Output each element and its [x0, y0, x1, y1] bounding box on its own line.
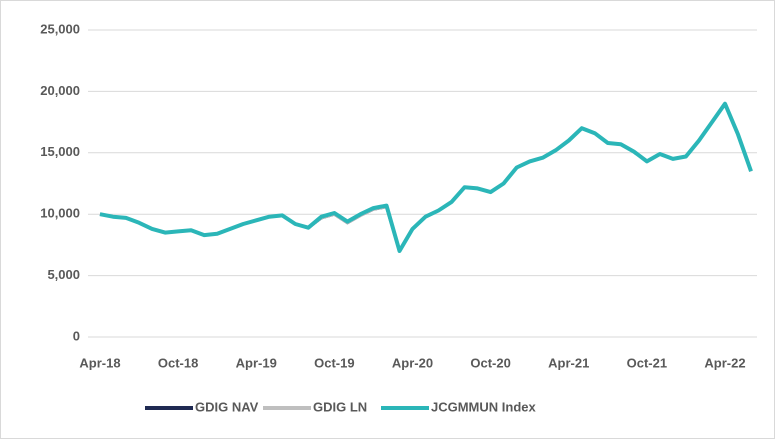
x-tick-label: Apr-21: [548, 355, 589, 370]
y-tick-label: 5,000: [47, 267, 80, 282]
legend-label: GDIG NAV: [195, 399, 259, 414]
y-tick-label: 15,000: [40, 144, 80, 159]
y-tick-label: 10,000: [40, 206, 80, 221]
x-tick-label: Apr-19: [236, 355, 277, 370]
x-tick-label: Oct-21: [627, 355, 667, 370]
x-tick-label: Apr-22: [704, 355, 745, 370]
x-tick-label: Oct-19: [314, 355, 354, 370]
x-tick-label: Apr-20: [392, 355, 433, 370]
x-tick-label: Oct-20: [470, 355, 510, 370]
legend-label: GDIG LN: [313, 399, 367, 414]
y-tick-label: 25,000: [40, 21, 80, 36]
legend-label: JCGMMUN Index: [431, 399, 537, 414]
x-tick-label: Oct-18: [158, 355, 198, 370]
series-line: [99, 101, 753, 253]
y-tick-label: 0: [73, 328, 80, 343]
y-tick-label: 20,000: [40, 83, 80, 98]
x-tick-label: Apr-18: [79, 355, 120, 370]
